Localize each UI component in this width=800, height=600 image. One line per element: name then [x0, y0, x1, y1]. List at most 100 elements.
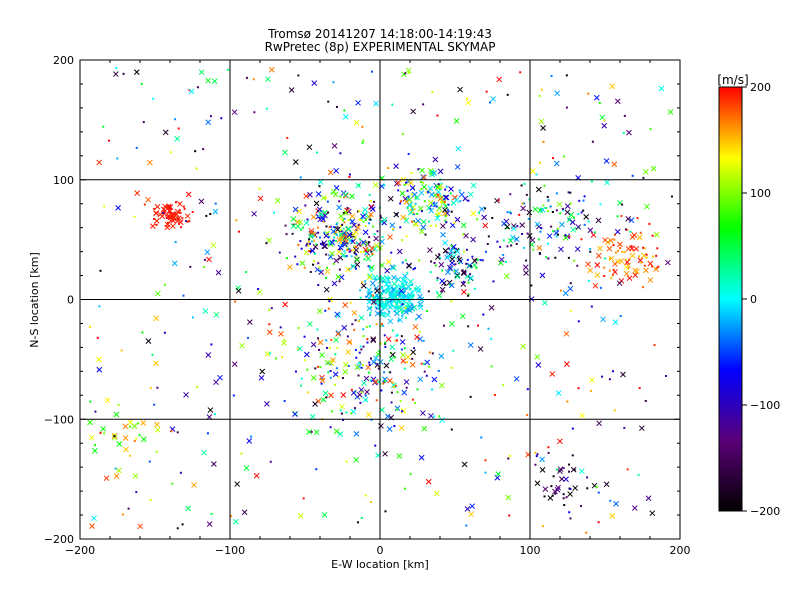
data-point-dot	[269, 460, 272, 463]
data-point-dot	[354, 319, 357, 322]
data-point-cross	[365, 255, 372, 262]
data-point-dot	[587, 220, 590, 223]
data-point-cross	[420, 218, 427, 225]
data-point-dot	[325, 396, 328, 399]
data-point-dot	[362, 364, 365, 367]
data-point-cross	[310, 375, 317, 381]
data-point-cross	[418, 228, 425, 235]
data-point-dot	[354, 349, 357, 352]
data-point-cross	[368, 211, 374, 218]
data-point-cross	[470, 182, 477, 189]
data-point-cross	[347, 238, 354, 244]
data-point-cross	[210, 242, 217, 249]
data-point-cross	[417, 336, 424, 342]
data-point-dot	[526, 232, 529, 235]
data-point-cross	[341, 230, 348, 236]
data-point-cross	[185, 191, 192, 198]
data-point-cross	[496, 76, 503, 83]
data-point-cross	[353, 119, 360, 126]
data-point-cross	[503, 273, 510, 280]
data-point-dot	[245, 271, 248, 274]
data-point-dot	[393, 290, 396, 293]
data-point-dot	[292, 223, 295, 226]
data-point-dot	[547, 199, 550, 202]
data-point-dot	[273, 211, 276, 214]
data-point-dot	[449, 192, 452, 195]
data-point-dot	[446, 209, 449, 212]
data-point-cross	[482, 222, 489, 229]
data-point-cross	[513, 375, 520, 382]
data-point-cross	[204, 249, 211, 256]
data-point-dot	[610, 277, 613, 280]
data-point-dot	[403, 367, 406, 370]
data-point-dot	[438, 253, 441, 256]
data-point-cross	[600, 316, 606, 323]
data-point-cross	[385, 311, 391, 318]
data-point-dot	[285, 233, 288, 236]
data-point-cross	[335, 273, 342, 280]
data-point-dot	[619, 315, 622, 318]
data-point-cross	[555, 390, 562, 396]
data-point-cross	[231, 361, 238, 367]
data-point-dot	[347, 364, 350, 367]
data-point-cross	[415, 218, 421, 224]
data-point-dot	[390, 300, 393, 303]
data-point-dot	[334, 232, 337, 235]
data-point-dot	[402, 300, 405, 303]
data-point-dot	[122, 72, 125, 75]
data-point-cross	[539, 272, 546, 279]
data-point-dot	[94, 444, 97, 447]
data-point-dot	[279, 326, 282, 329]
data-point-dot	[370, 500, 373, 503]
data-point-cross	[287, 264, 293, 270]
data-point-dot	[384, 313, 387, 316]
data-point-dot	[156, 386, 159, 389]
data-point-dot	[341, 243, 344, 246]
data-point-cross	[552, 488, 558, 495]
data-point-dot	[163, 283, 166, 286]
data-point-cross	[636, 234, 643, 241]
data-point-dot	[141, 331, 144, 334]
data-point-cross	[330, 188, 337, 195]
data-point-cross	[461, 270, 467, 277]
data-point-cross	[345, 226, 352, 232]
data-point-dot	[327, 211, 330, 214]
data-point-cross	[113, 473, 120, 479]
data-point-dot	[567, 191, 570, 194]
data-point-cross	[202, 308, 209, 314]
data-point-cross	[647, 260, 654, 267]
data-point-dot	[307, 244, 310, 247]
data-point-dot	[232, 394, 235, 397]
data-point-cross	[175, 215, 182, 222]
data-point-dot	[370, 418, 373, 421]
data-point-dot	[466, 97, 469, 100]
data-point-dot	[309, 270, 312, 273]
data-point-dot	[649, 128, 652, 131]
data-point-cross	[366, 298, 373, 305]
data-point-dot	[175, 201, 178, 204]
data-point-cross	[640, 252, 647, 259]
data-point-cross	[510, 225, 517, 232]
data-point-dot	[509, 193, 512, 196]
data-point-dot	[437, 369, 440, 372]
data-point-cross	[535, 186, 542, 193]
data-point-dot	[410, 172, 413, 175]
data-point-dot	[335, 367, 338, 370]
data-point-cross	[370, 337, 377, 344]
data-point-dot	[643, 264, 646, 267]
data-point-dot	[296, 263, 299, 266]
data-point-dot	[651, 255, 654, 258]
data-point-dot	[569, 282, 572, 285]
data-point-dot	[220, 117, 223, 120]
data-point-cross	[292, 411, 298, 418]
data-point-dot	[333, 236, 336, 239]
data-point-dot	[470, 265, 473, 268]
data-point-dot	[655, 254, 658, 257]
data-point-dot	[466, 258, 469, 261]
data-point-cross	[153, 210, 160, 217]
y-tick-label: 100	[53, 174, 74, 187]
data-point-dot	[380, 276, 383, 279]
data-point-dot	[547, 451, 550, 454]
data-point-dot	[555, 235, 558, 238]
data-point-cross	[477, 346, 484, 352]
